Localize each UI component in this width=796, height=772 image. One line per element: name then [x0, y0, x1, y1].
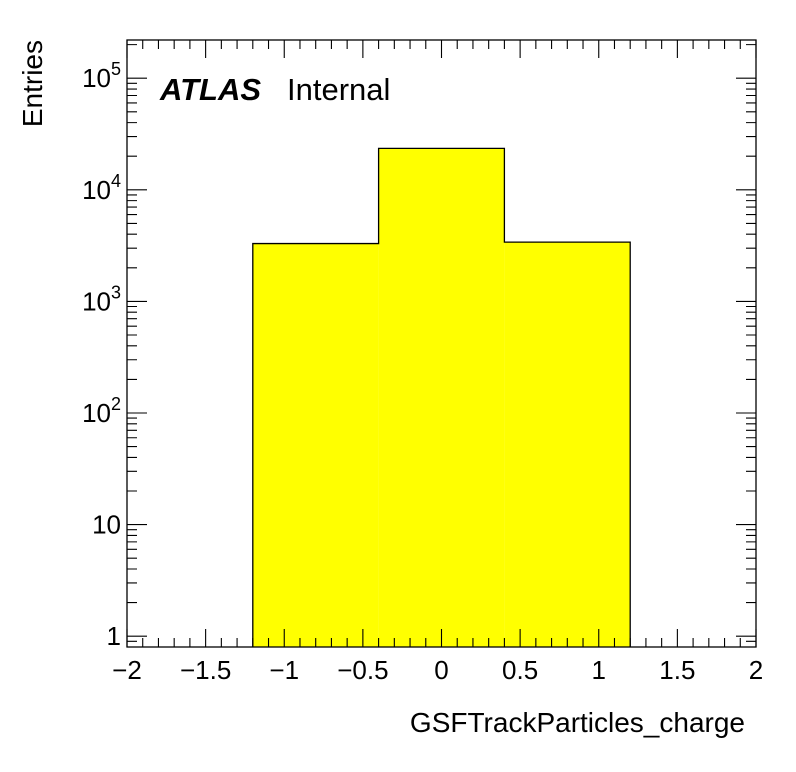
x-tick-label-1: −1.5 — [180, 655, 231, 685]
y-tick-label-1: 10 — [92, 510, 121, 540]
y-tick-marks — [127, 44, 756, 648]
y-axis-title: Entries — [17, 40, 48, 127]
histogram-bar-0 — [252, 243, 379, 647]
x-tick-label-8: 2 — [749, 655, 763, 685]
histogram-bar-2 — [504, 242, 631, 647]
x-tick-label-4: 0 — [434, 655, 448, 685]
atlas-label: ATLAS — [159, 72, 261, 107]
histogram-bar-1 — [378, 148, 505, 647]
x-tick-label-0: −2 — [112, 655, 142, 685]
x-tick-label-3: −0.5 — [337, 655, 388, 685]
y-tick-label-3: 103 — [82, 282, 121, 316]
y-tick-label-4: 104 — [82, 171, 121, 205]
x-tick-label-2: −1 — [269, 655, 299, 685]
y-tick-label-0: 1 — [107, 621, 121, 651]
histogram-outline — [252, 147, 631, 647]
x-axis-tick-labels: −2 −1.5 −1 −0.5 0 0.5 1 1.5 2 — [112, 655, 763, 685]
x-axis-title: GSFTrackParticles_charge — [410, 707, 745, 738]
y-tick-label-5: 105 — [82, 59, 121, 93]
y-axis-tick-labels: 1 10 102 103 104 105 — [82, 59, 121, 651]
x-tick-marks — [126, 40, 757, 647]
y-tick-label-2: 102 — [82, 394, 121, 428]
x-tick-label-5: 0.5 — [502, 655, 538, 685]
y-axis-ticks — [127, 44, 756, 648]
internal-label: Internal — [287, 72, 390, 107]
x-tick-label-6: 1 — [592, 655, 606, 685]
histogram-bars — [252, 147, 631, 647]
x-axis-ticks — [126, 40, 757, 647]
x-tick-label-7: 1.5 — [659, 655, 695, 685]
